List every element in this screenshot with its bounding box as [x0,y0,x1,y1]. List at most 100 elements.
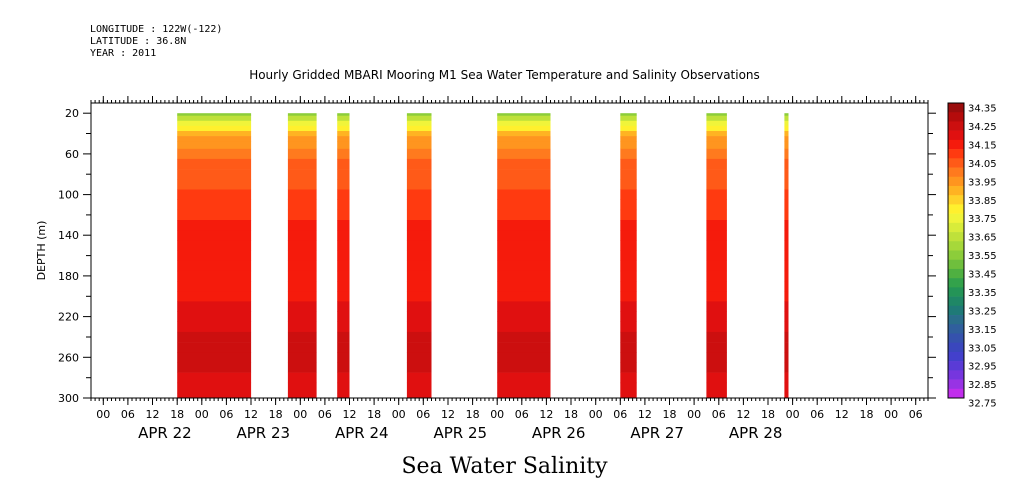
salinity-cell [784,113,789,116]
colorbar-label: 33.15 [968,325,997,336]
x-tick-label: 12 [539,408,553,421]
salinity-cell [620,115,637,122]
salinity-cell [406,301,432,312]
colorbar-swatch [948,305,964,316]
colorbar-swatch [948,351,964,362]
salinity-cell [177,301,252,312]
salinity-cell [706,362,727,373]
salinity-cell [497,342,551,353]
salinity-cell [177,141,252,149]
salinity-cell [706,250,727,261]
salinity-cell [287,125,317,132]
salinity-cell [287,141,317,149]
salinity-cell [177,240,252,251]
colorbar-label: 33.65 [968,233,997,244]
salinity-cell [406,372,432,384]
salinity-cell [287,169,317,180]
salinity-cell [287,270,317,282]
salinity-cell [337,392,350,399]
x-tick-label: 06 [613,408,627,421]
salinity-cell [497,250,551,261]
salinity-cell [177,120,252,127]
salinity-cell [287,189,317,200]
longitude-label: LONGITUDE : 122W(-122) [90,24,223,35]
data-segment [784,113,789,399]
salinity-cell [497,301,551,312]
x-tick-label: 06 [909,408,923,421]
salinity-cell [337,331,350,343]
salinity-cell [287,136,317,142]
salinity-cell [784,131,789,137]
colorbar-swatch [948,296,964,307]
salinity-cell [337,158,350,170]
colorbar-swatch [948,232,964,242]
colorbar-label: 33.75 [968,214,997,225]
colorbar-swatch [948,370,964,380]
colorbar-label: 33.05 [968,343,997,354]
x-tick-label: 18 [761,408,775,421]
colorbar-swatch [948,195,964,205]
y-tick-label: 100 [58,189,79,202]
y-tick-label: 140 [58,229,79,242]
salinity-cell [706,113,727,116]
salinity-cell [706,382,727,394]
salinity-cell [177,199,252,211]
salinity-cell [620,260,637,272]
salinity-cell [784,321,789,333]
x-tick-label: 00 [589,408,603,421]
salinity-cell [620,311,637,322]
salinity-cell [406,311,432,322]
salinity-cell [620,141,637,149]
salinity-cell [784,352,789,363]
salinity-cell [177,382,252,394]
salinity-cell [784,260,789,272]
y-tick-label: 220 [58,311,79,324]
salinity-cell [287,311,317,322]
salinity-cell [706,301,727,312]
x-tick-label: 00 [293,408,307,421]
y-tick-label: 300 [58,392,79,405]
salinity-cell [406,250,432,261]
salinity-cell [177,179,252,190]
salinity-cell [784,291,789,302]
colorbar: 34.35 34.25 34.15 34.05 33.95 33.85 33.75 33.65… [947,102,997,410]
salinity-cell [497,220,551,231]
x-tick-label: 06 [515,408,529,421]
salinity-cell [287,372,317,384]
salinity-cell [497,158,551,170]
salinity-cell [177,331,252,343]
salinity-cell [497,125,551,132]
salinity-cell [497,291,551,302]
colorbar-label: 32.95 [968,362,997,373]
colorbar-label: 32.75 [968,399,997,410]
salinity-cell [337,220,350,231]
salinity-cell [497,260,551,272]
salinity-cell [497,148,551,160]
salinity-cell [620,158,637,170]
salinity-cell [706,199,727,211]
colorbar-swatch [948,379,964,390]
salinity-cell [784,179,789,190]
salinity-cell [620,250,637,261]
salinity-cell [177,125,252,132]
colorbar-swatch [948,185,964,196]
colorbar-label: 33.45 [968,270,997,281]
salinity-cell [706,209,727,221]
data-segment [406,113,432,399]
salinity-cell [337,148,350,160]
salinity-cell [177,158,252,170]
salinity-cell [706,136,727,142]
salinity-cell [337,230,350,241]
salinity-cell [784,148,789,160]
salinity-cell [287,209,317,221]
salinity-cell [406,342,432,353]
salinity-cell [784,372,789,384]
salinity-cell [784,199,789,211]
salinity-cell [620,382,637,394]
salinity-cell [337,291,350,302]
salinity-cell [620,230,637,241]
colorbar-swatch [948,112,964,122]
salinity-cell [706,220,727,231]
colorbar-swatch [948,167,964,178]
